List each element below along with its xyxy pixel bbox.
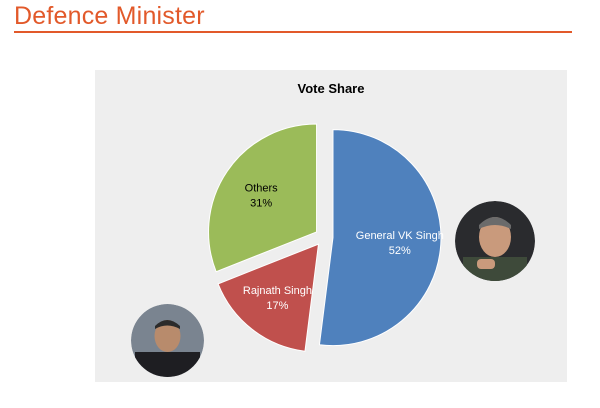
slice-name-label-general-vk-singh: General VK Singh	[356, 230, 444, 242]
rajnath-singh-photo	[131, 304, 204, 377]
slice-name-label-others: Others	[245, 182, 279, 194]
pie-slice-rajnath-singh	[217, 243, 320, 352]
slice-name-label-rajnath-singh: Rajnath Singh	[243, 285, 312, 297]
page-heading: Defence Minister	[14, 2, 205, 30]
slice-value-label-others: 31%	[250, 197, 272, 209]
heading-underline	[14, 31, 572, 33]
general-vk-singh-photo	[455, 201, 535, 281]
pie-slice-others	[208, 123, 318, 273]
chart-title: Vote Share	[298, 81, 365, 96]
portrait-icon	[131, 304, 204, 377]
vote-share-pie-chart: Vote Share General VK Singh 52% Rajnath Si…	[208, 81, 444, 352]
slice-value-label-general-vk-singh: 52%	[389, 245, 411, 257]
slice-value-label-rajnath-singh: 17%	[266, 300, 288, 312]
pie-slice-general-vk-singh	[318, 129, 442, 347]
portrait-icon	[455, 201, 535, 281]
